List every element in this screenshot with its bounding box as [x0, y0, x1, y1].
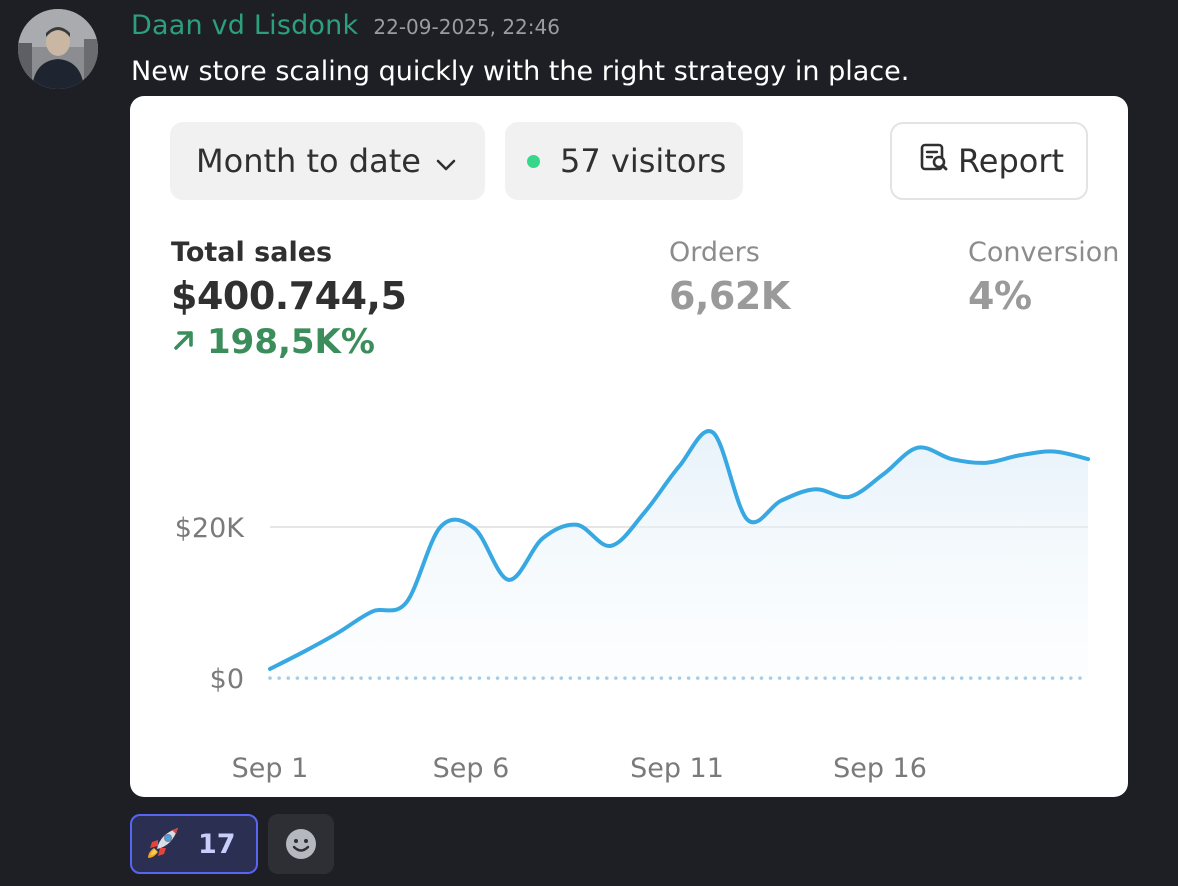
user-photo-avatar-icon [18, 9, 98, 89]
total-sales-label: Total sales [171, 237, 333, 268]
report-search-icon [918, 141, 950, 181]
rocket-emoji-icon [144, 822, 184, 866]
message-header: Daan vd Lisdonk 22-09-2025, 22:46 [131, 10, 560, 46]
add-reaction-button[interactable] [268, 814, 334, 874]
date-range-label: Month to date [196, 142, 421, 180]
x-tick-label: Sep 11 [630, 753, 724, 784]
x-tick-label: Sep 16 [833, 753, 927, 784]
conversion-value: 4% [968, 274, 1032, 318]
sales-chart: $0 $20K Sep 1 Sep 6 Sep 11 Sep 16 [175, 429, 1090, 784]
live-dot-icon [527, 154, 540, 168]
sales-dashboard-screenshot[interactable]: Month to date 57 visitors Report Total [130, 96, 1128, 797]
orders-value: 6,62K [669, 274, 790, 318]
message-text: New store scaling quickly with the right… [131, 56, 910, 87]
report-button[interactable]: Report [890, 122, 1088, 200]
total-sales-change-value: 198,5K% [207, 322, 375, 362]
x-tick-label: Sep 6 [433, 753, 510, 784]
chart-series-line [268, 429, 1090, 671]
total-sales-change: 198,5K% [171, 322, 375, 362]
date-range-dropdown[interactable]: Month to date [170, 122, 485, 200]
reaction-rocket[interactable]: 17 [130, 814, 258, 874]
x-tick-label: Sep 1 [232, 753, 309, 784]
orders-label: Orders [669, 237, 760, 268]
author-avatar[interactable] [18, 9, 98, 89]
total-sales-value: $400.744,5 [171, 274, 407, 318]
smiley-face-icon [286, 829, 316, 859]
author-name[interactable]: Daan vd Lisdonk [131, 10, 359, 41]
arrow-up-right-icon [171, 322, 197, 362]
reaction-count: 17 [198, 828, 236, 860]
report-label: Report [958, 142, 1065, 180]
message-timestamp: 22-09-2025, 22:46 [373, 15, 560, 39]
chevron-down-icon [435, 142, 457, 180]
chart-area-fill [270, 431, 1088, 678]
conversion-label: Conversion [968, 237, 1120, 268]
y-tick-label: $0 [210, 664, 244, 695]
visitors-count: 57 visitors [560, 142, 727, 180]
visitors-badge[interactable]: 57 visitors [505, 122, 743, 200]
y-tick-label: $20K [175, 513, 246, 544]
